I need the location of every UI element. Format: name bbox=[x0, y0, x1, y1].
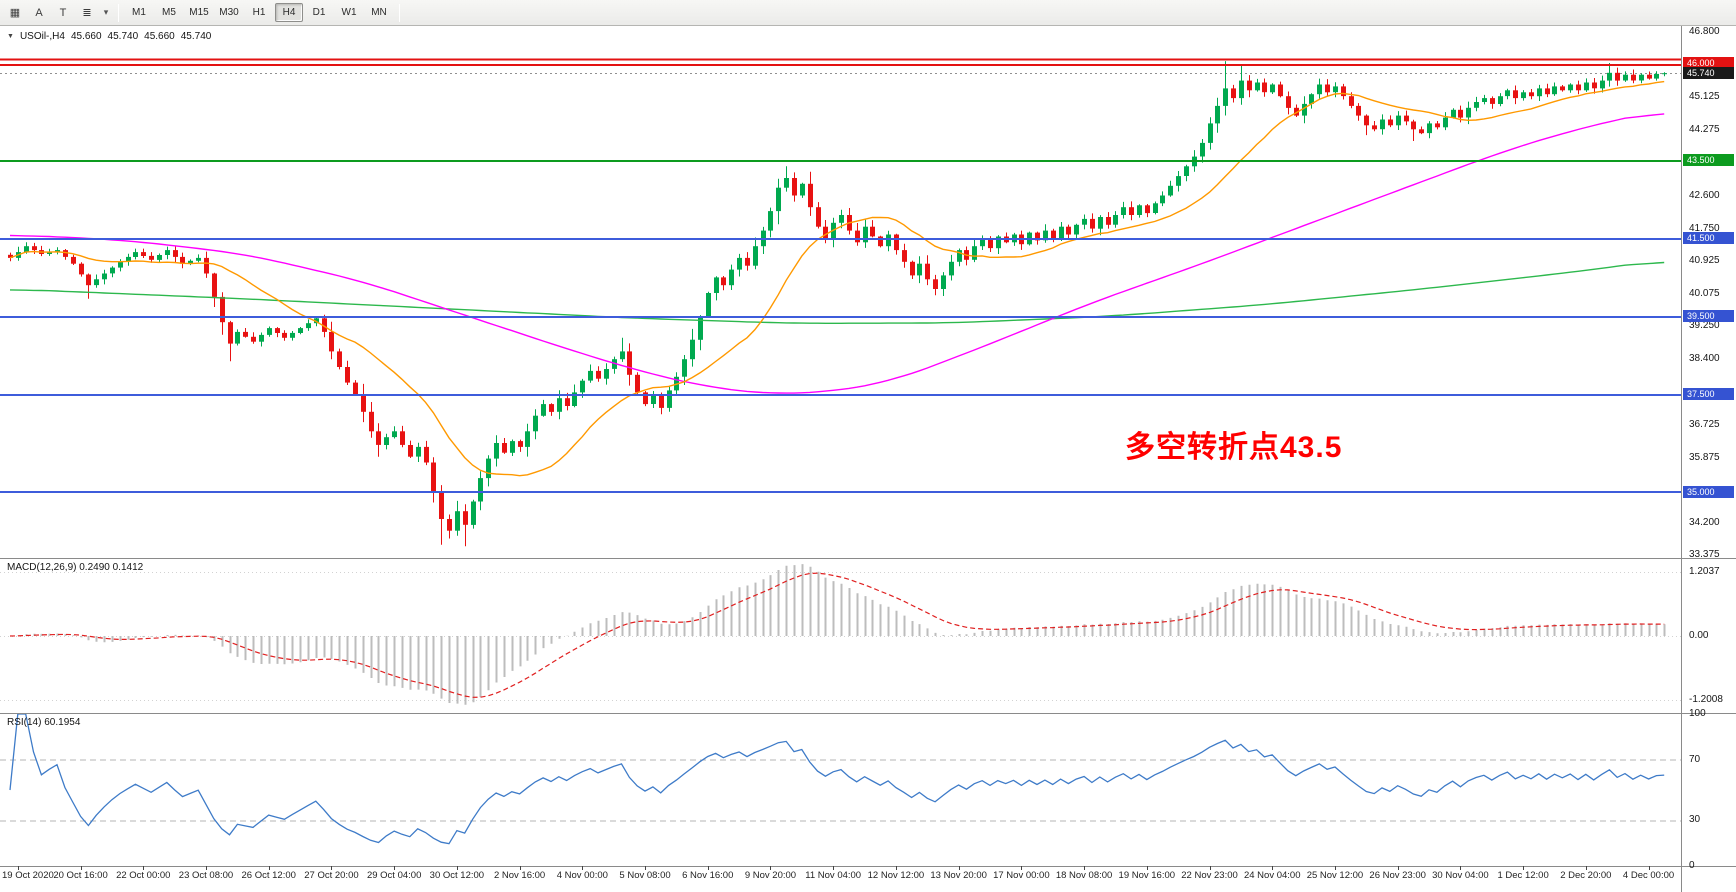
toolbar-separator bbox=[399, 3, 400, 22]
macd-signal-line bbox=[9, 572, 1665, 698]
ma-slow-line bbox=[9, 261, 1665, 324]
symbol-period-label: USOil-,H4 bbox=[19, 31, 65, 42]
rsi-label: RSI(14) 60.1954 bbox=[7, 717, 81, 728]
ma-fast-line bbox=[9, 80, 1665, 477]
grid-dots-icon[interactable]: ▦ bbox=[9, 7, 21, 19]
label-tool-icon[interactable]: A bbox=[35, 6, 43, 19]
dropdown-caret-icon[interactable]: ▾ bbox=[103, 7, 109, 17]
macd-label: MACD(12,26,9) 0.2490 0.1412 bbox=[7, 562, 144, 573]
chart-plot-area[interactable] bbox=[0, 26, 1681, 866]
ohlc-close: 45.740 bbox=[180, 31, 212, 42]
rsi-line bbox=[9, 713, 1665, 845]
timeframe-button-mn[interactable]: MN bbox=[371, 7, 387, 18]
ma-medium-line bbox=[9, 113, 1665, 394]
ohlc-high: 45.740 bbox=[107, 31, 139, 42]
timeframe-button-w1[interactable]: W1 bbox=[341, 7, 357, 18]
timeframe-button-h1[interactable]: H1 bbox=[252, 7, 266, 18]
macd-grid bbox=[0, 572, 1681, 701]
ohlc-open: 45.660 bbox=[70, 31, 102, 42]
time-axis[interactable] bbox=[0, 866, 1681, 892]
rsi-levels bbox=[0, 759, 1681, 822]
objects-dropdown-icon[interactable]: ≣ bbox=[82, 7, 92, 19]
symbol-collapse-icon[interactable]: ▼ bbox=[7, 33, 14, 40]
time-axis-ticks bbox=[18, 866, 1650, 870]
timeframe-button-m15[interactable]: M15 bbox=[189, 7, 209, 18]
timeframe-button-m5[interactable]: M5 bbox=[162, 7, 176, 18]
panel-separators bbox=[0, 26, 1736, 892]
text-tool-icon[interactable]: T bbox=[59, 6, 67, 19]
level-lines-group[interactable] bbox=[0, 58, 1681, 494]
timeframe-toolbar: M1 M5 M15 M30 H1 H4 D1 W1 MN bbox=[124, 0, 394, 25]
toolbar-separator bbox=[118, 3, 119, 22]
timeframe-button-h4[interactable]: H4 bbox=[275, 3, 303, 22]
toolbar: ▦ A T ≣ ▾ M1 M5 M15 M30 H1 H4 D1 W1 MN bbox=[0, 0, 1736, 26]
ohlc-low: 45.660 bbox=[144, 31, 175, 42]
timeframe-button-m30[interactable]: M30 bbox=[219, 7, 239, 18]
timeframe-button-d1[interactable]: D1 bbox=[312, 7, 326, 18]
timeframe-button-m1[interactable]: M1 bbox=[132, 7, 146, 18]
chart-title: ▼ USOil-,H4 45.660 45.740 45.660 45.740 bbox=[7, 31, 211, 42]
toolbar-icon-group: ▦ A T ≣ ▾ bbox=[3, 0, 113, 25]
price-axis[interactable] bbox=[1682, 26, 1736, 892]
annotation-text: 多空转折点43.5 bbox=[1125, 431, 1343, 464]
